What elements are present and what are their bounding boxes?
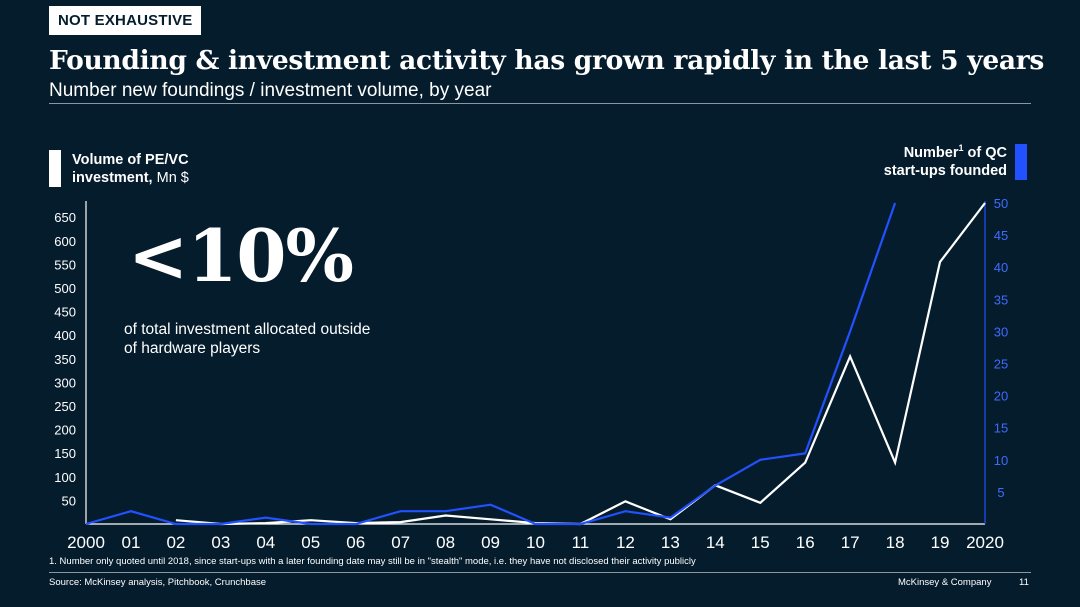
right-tick-label: 15 (994, 421, 1008, 436)
legend-startups-line1a: Number (903, 145, 959, 161)
x-tick-label: 14 (706, 533, 725, 552)
right-tick-label: 10 (994, 453, 1008, 468)
footnote: 1. Number only quoted until 2018, since … (49, 556, 696, 567)
left-tick-label: 650 (54, 210, 76, 225)
x-tick-label: 15 (751, 533, 770, 552)
legend-startups-line2: start-ups founded (883, 163, 1007, 179)
x-tick-label: 19 (931, 533, 950, 552)
x-tick-label: 12 (616, 533, 635, 552)
legend-investment-swatch (49, 150, 61, 187)
x-tick-label: 16 (796, 533, 815, 552)
right-tick-label: 20 (994, 389, 1008, 404)
x-tick-label: 04 (256, 533, 275, 552)
left-tick-label: 600 (54, 234, 76, 249)
x-tick-label: 11 (572, 533, 590, 552)
not-exhaustive-tag: NOT EXHAUSTIVE (49, 6, 202, 35)
left-tick-label: 150 (54, 446, 76, 461)
x-tick-label: 09 (481, 533, 500, 552)
x-tick-label: 07 (391, 533, 410, 552)
legend-startups-swatch (1015, 144, 1027, 180)
left-tick-label: 250 (54, 399, 76, 414)
page-title: Founding & investment activity has grown… (49, 45, 1045, 76)
startups-series-line (85, 202, 897, 526)
x-tick-label: 02 (166, 533, 185, 552)
legend-investment-line1: Volume of PE/VC (72, 152, 189, 168)
left-tick-label: 350 (54, 352, 76, 367)
left-tick-label: 550 (54, 257, 76, 272)
right-tick-label: 45 (994, 228, 1008, 243)
x-tick-label: 01 (121, 533, 140, 552)
x-tick-label: 10 (526, 533, 545, 552)
right-tick-label: 5 (997, 485, 1004, 500)
right-tick-label: 40 (994, 260, 1008, 275)
brand-name: McKinsey & Company (898, 577, 992, 588)
legend-startups: Number1 of QC start-ups founded (883, 143, 1027, 180)
right-tick-label: 30 (994, 324, 1008, 339)
left-tick-label: 300 (54, 375, 76, 390)
left-tick-label: 450 (54, 305, 76, 320)
right-tick-label: 25 (994, 357, 1008, 372)
legend-investment-line2-bold: investment, (72, 170, 153, 186)
left-tick-label: 50 (62, 493, 76, 508)
legend-startups-line1b: of QC (963, 145, 1007, 161)
page-number: 11 (1019, 577, 1029, 588)
x-tick-label: 08 (436, 533, 455, 552)
left-tick-label: 400 (54, 328, 76, 343)
x-tick-label: 03 (211, 533, 230, 552)
x-tick-label: 05 (301, 533, 320, 552)
callout-percentage: <10% (128, 213, 354, 298)
legend-investment-line2-unit: Mn $ (152, 170, 189, 186)
right-tick-label: 35 (994, 292, 1008, 307)
source-note: Source: McKinsey analysis, Pitchbook, Cr… (49, 577, 267, 588)
left-tick-label: 500 (54, 281, 76, 296)
callout-text: of total investment allocated outside of… (124, 321, 371, 357)
page-subtitle: Number new foundings / investment volume… (49, 80, 492, 101)
x-tick-label: 2000 (67, 533, 105, 552)
header-divider (49, 103, 1031, 104)
x-tick-label: 17 (841, 533, 860, 552)
right-tick-label: 50 (994, 196, 1008, 211)
footer-divider (49, 572, 1031, 573)
left-tick-label: 200 (54, 423, 76, 438)
x-tick-label: 06 (346, 533, 365, 552)
left-tick-label: 100 (54, 470, 76, 485)
x-tick-label: 18 (886, 533, 905, 552)
x-tick-label: 2020 (966, 533, 1004, 552)
x-tick-label: 13 (661, 533, 680, 552)
legend-startups-footnote-mark: 1 (958, 143, 964, 154)
